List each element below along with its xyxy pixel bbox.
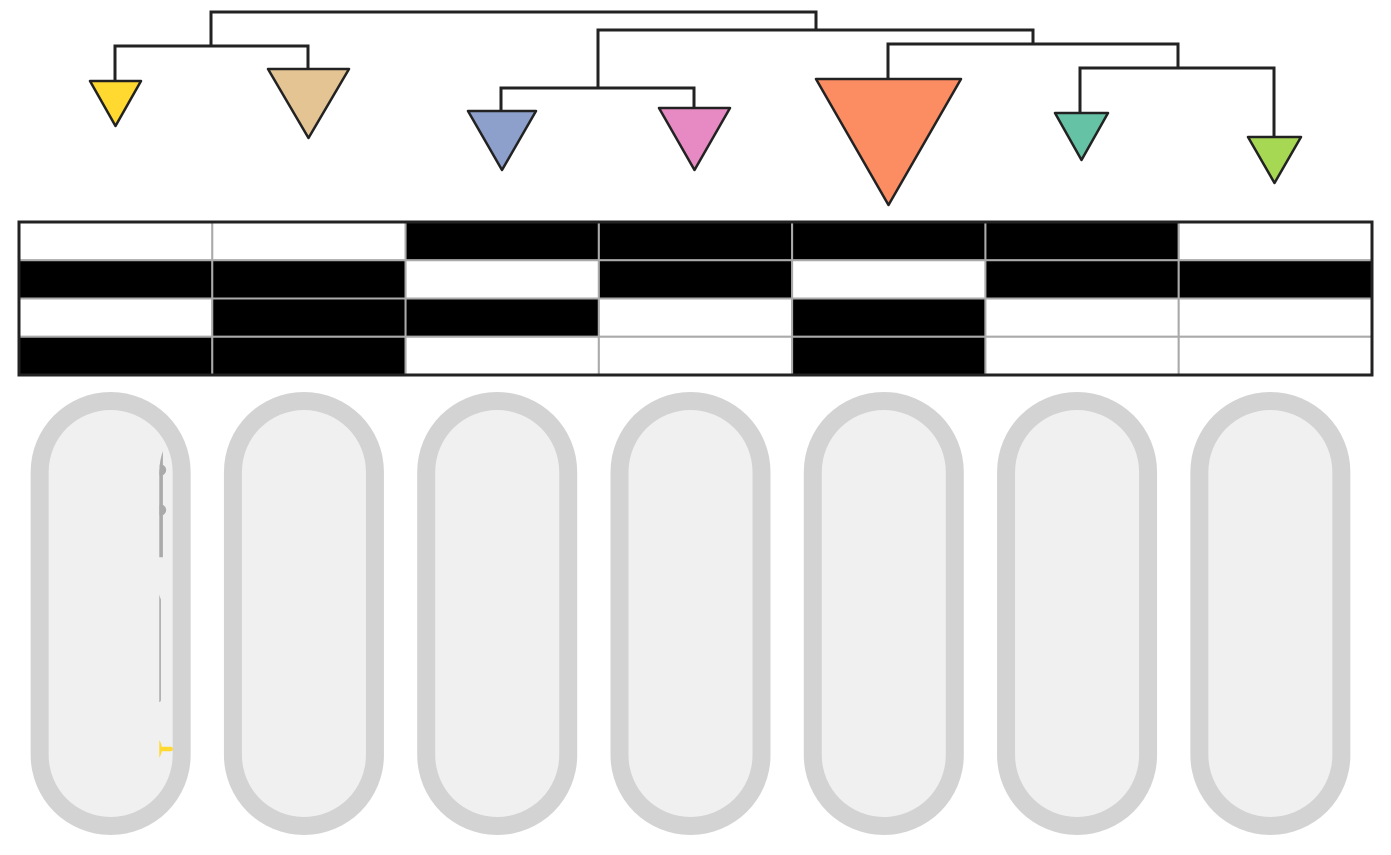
matrix-cell <box>404 259 600 300</box>
clade-triangle <box>1246 135 1303 185</box>
cell-network <box>159 429 173 817</box>
matrix-cell <box>597 297 794 338</box>
clade-triangle <box>1053 111 1110 162</box>
matrix-cell <box>211 297 407 338</box>
clade-triangle <box>657 106 732 172</box>
clade-triangles <box>88 67 1303 207</box>
clade-triangle <box>814 77 963 207</box>
cell-interior <box>628 410 753 817</box>
cell-interior <box>435 410 560 817</box>
matrix-cell <box>211 259 407 300</box>
matrix-cell <box>18 297 214 338</box>
cell-interior <box>821 410 946 817</box>
tree-branch <box>596 28 1035 88</box>
matrix-cell <box>404 297 600 338</box>
matrix-cell <box>18 335 214 376</box>
matrix-cell <box>984 259 1180 300</box>
matrix-cell <box>18 221 214 262</box>
cell-network-inner <box>159 429 173 817</box>
matrix-cell <box>1177 297 1373 338</box>
tree-branch <box>886 42 1180 79</box>
matrix-cell <box>1177 335 1373 376</box>
matrix-cell <box>211 335 407 376</box>
matrix-cell <box>18 259 214 300</box>
matrix-cell <box>791 259 987 300</box>
matrix-cell <box>984 335 1180 376</box>
matrix-cell <box>211 221 407 262</box>
matrix-cell <box>597 335 794 376</box>
clade-triangle <box>266 67 351 140</box>
matrix-cell <box>791 221 987 262</box>
matrix-cell <box>984 221 1180 262</box>
cells <box>30 392 1351 835</box>
tree-branch <box>209 10 818 46</box>
pathway-node <box>159 504 167 516</box>
matrix-cell <box>404 335 600 376</box>
matrix-frame <box>17 220 1374 377</box>
tree-branch <box>1078 66 1276 137</box>
matrix-cell <box>1177 259 1373 300</box>
cell-interior <box>1015 410 1140 817</box>
cell-interior <box>48 410 173 817</box>
matrix-cell <box>404 221 600 262</box>
matrix-cell <box>597 221 794 262</box>
tree <box>113 10 1276 137</box>
matrix-cell <box>791 335 987 376</box>
clade-triangle <box>466 109 538 172</box>
cell-interior <box>1208 410 1333 817</box>
matrix-cell <box>1177 221 1373 262</box>
matrix-cell <box>791 297 987 338</box>
cell-interior <box>241 410 366 817</box>
matrix-cell <box>984 297 1180 338</box>
clade-triangle <box>88 79 143 128</box>
matrix <box>17 220 1374 377</box>
tree-branch <box>499 86 696 111</box>
cell-network-shift <box>159 429 173 817</box>
pathway-node <box>159 464 167 476</box>
tree-branch <box>113 44 310 81</box>
matrix-cell <box>597 259 794 300</box>
